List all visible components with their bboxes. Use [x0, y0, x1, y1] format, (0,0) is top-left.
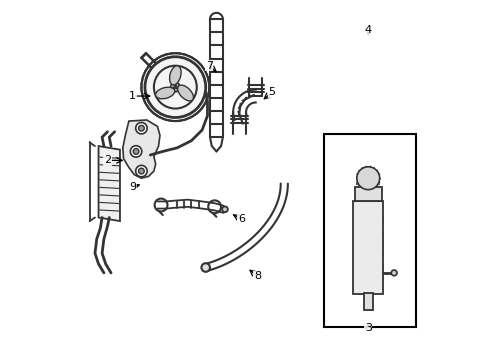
- Circle shape: [139, 125, 144, 131]
- Text: 1: 1: [129, 91, 136, 101]
- Bar: [355, 187, 382, 202]
- Text: 3: 3: [365, 323, 372, 333]
- Text: 6: 6: [238, 214, 245, 224]
- Circle shape: [136, 122, 147, 134]
- Text: 2: 2: [104, 156, 111, 165]
- Circle shape: [133, 149, 139, 154]
- Circle shape: [201, 263, 210, 272]
- Polygon shape: [98, 146, 120, 221]
- Text: 8: 8: [254, 271, 261, 282]
- Bar: [364, 293, 373, 310]
- Bar: [323, 134, 416, 327]
- Circle shape: [357, 167, 380, 190]
- Circle shape: [142, 53, 209, 121]
- Text: 4: 4: [365, 25, 372, 35]
- Text: 9: 9: [129, 182, 136, 192]
- Ellipse shape: [155, 87, 175, 99]
- Circle shape: [171, 82, 180, 92]
- Circle shape: [130, 146, 142, 157]
- Bar: [353, 202, 383, 294]
- Circle shape: [139, 168, 144, 174]
- Circle shape: [222, 206, 228, 212]
- Ellipse shape: [170, 66, 181, 85]
- Text: 7: 7: [206, 61, 213, 71]
- Ellipse shape: [178, 85, 194, 101]
- Polygon shape: [123, 120, 160, 178]
- Text: 5: 5: [269, 87, 275, 98]
- Circle shape: [136, 165, 147, 177]
- Circle shape: [392, 270, 397, 276]
